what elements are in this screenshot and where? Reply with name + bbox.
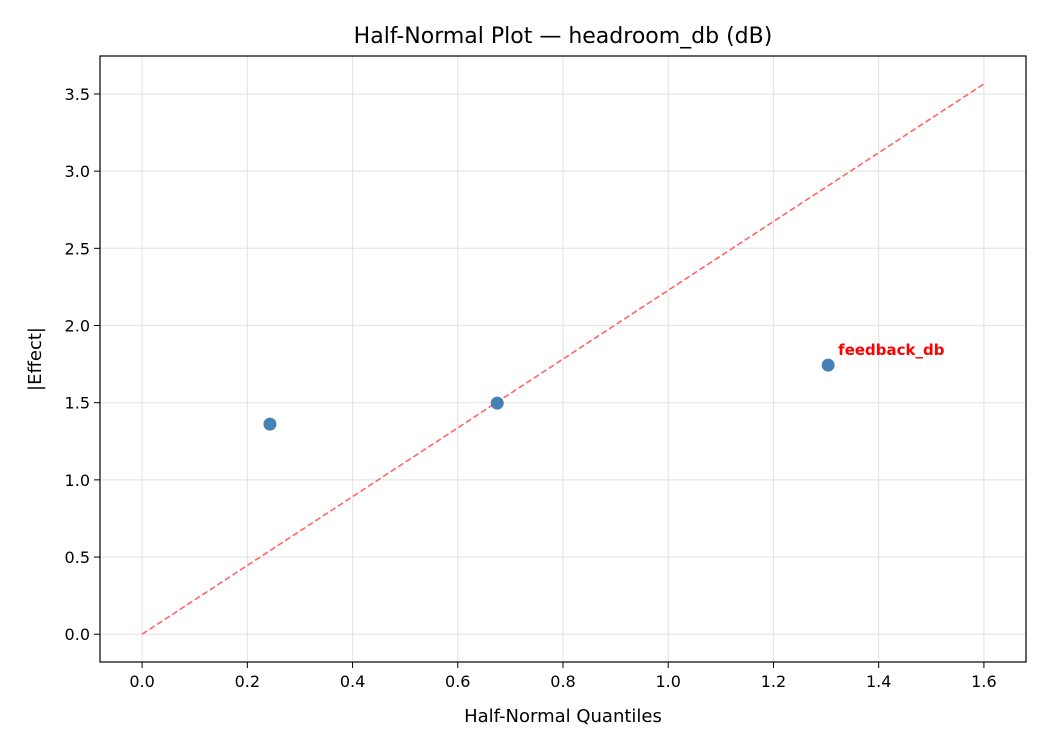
data-point [821, 358, 835, 372]
x-tick-label: 0.8 [550, 672, 575, 691]
data-point [490, 396, 504, 410]
x-tick-label: 0.4 [340, 672, 365, 691]
y-tick-label: 1.5 [65, 394, 90, 413]
x-tick-label: 1.0 [656, 672, 681, 691]
data-point [263, 417, 277, 431]
ticks: 0.0 0.2 0.4 0.6 0.8 1.0 1.2 1.4 1.6 0.0 0.5 1.0 1.5 2… [65, 85, 997, 691]
x-tick-label: 1.4 [866, 672, 891, 691]
y-tick-label: 0.0 [65, 625, 90, 644]
x-tick-label: 0.6 [445, 672, 470, 691]
chart-title: Half-Normal Plot — headroom_db (dB) [354, 24, 773, 49]
x-axis-label: Half-Normal Quantiles [464, 706, 662, 727]
grid [100, 56, 1026, 662]
y-axis-label: |Effect| [25, 327, 46, 391]
y-tick-label: 2.5 [65, 239, 90, 258]
points: feedback_db [263, 341, 945, 431]
y-tick-label: 1.0 [65, 471, 90, 490]
y-tick-label: 0.5 [65, 548, 90, 567]
reference-line [141, 83, 985, 635]
x-tick-label: 1.6 [971, 672, 996, 691]
y-tick-label: 2.0 [65, 317, 90, 336]
x-tick-label: 0.2 [235, 672, 260, 691]
y-tick-label: 3.0 [65, 162, 90, 181]
y-tick-label: 3.5 [65, 85, 90, 104]
x-tick-label: 1.2 [761, 672, 786, 691]
x-tick-label: 0.0 [129, 672, 154, 691]
point-annotation: feedback_db [838, 341, 945, 359]
